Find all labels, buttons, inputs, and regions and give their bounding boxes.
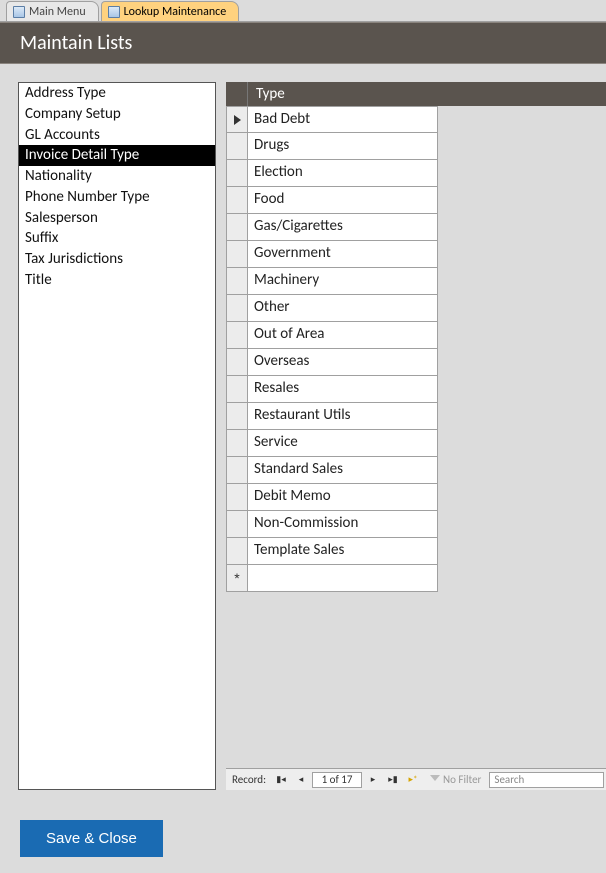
record-navigator: Record: ▮◂ ◂ 1 of 17 ▸ ▸▮ ▸* No Filter S…: [226, 768, 606, 790]
table-row[interactable]: Template Sales: [226, 538, 606, 565]
form-footer: Save & Close: [20, 820, 163, 857]
cell-type[interactable]: Drugs: [248, 133, 438, 160]
datasheet-header: Type: [226, 82, 606, 106]
tab-bar: Main Menu Lookup Maintenance: [0, 0, 606, 22]
list-item[interactable]: Company Setup: [19, 104, 215, 125]
list-item[interactable]: Tax Jurisdictions: [19, 249, 215, 270]
cell-type[interactable]: Debit Memo: [248, 484, 438, 511]
page-title: Maintain Lists: [20, 31, 132, 55]
table-row-new[interactable]: *: [226, 565, 606, 592]
row-selector[interactable]: [226, 187, 248, 214]
row-selector[interactable]: [226, 511, 248, 538]
datasheet-body: Bad DebtDrugsElectionFoodGas/CigarettesG…: [226, 106, 606, 592]
row-selector[interactable]: [226, 133, 248, 160]
cell-type[interactable]: Food: [248, 187, 438, 214]
list-item[interactable]: Address Type: [19, 83, 215, 104]
row-selector[interactable]: [226, 349, 248, 376]
list-item[interactable]: Title: [19, 270, 215, 291]
row-selector[interactable]: [226, 484, 248, 511]
filter-label: No Filter: [443, 773, 481, 786]
datasheet-pane: Type Bad DebtDrugsElectionFoodGas/Cigare…: [226, 82, 606, 790]
row-selector[interactable]: [226, 538, 248, 565]
cell-type[interactable]: Election: [248, 160, 438, 187]
table-row[interactable]: Government: [226, 241, 606, 268]
cell-type[interactable]: Government: [248, 241, 438, 268]
save-close-button[interactable]: Save & Close: [20, 820, 163, 857]
cell-type[interactable]: Out of Area: [248, 322, 438, 349]
row-selector[interactable]: [226, 160, 248, 187]
row-selector[interactable]: [226, 214, 248, 241]
row-selector[interactable]: [226, 322, 248, 349]
record-label: Record:: [228, 773, 270, 786]
row-selector[interactable]: [226, 430, 248, 457]
record-position[interactable]: 1 of 17: [312, 772, 362, 788]
tab-label: Main Menu: [29, 5, 86, 19]
column-header-type[interactable]: Type: [248, 85, 606, 103]
table-row[interactable]: Out of Area: [226, 322, 606, 349]
list-item[interactable]: Invoice Detail Type: [19, 145, 215, 166]
category-listbox[interactable]: Address TypeCompany SetupGL AccountsInvo…: [18, 82, 216, 790]
tab-lookup-maintenance[interactable]: Lookup Maintenance: [101, 1, 240, 21]
row-selector[interactable]: [226, 376, 248, 403]
row-selector[interactable]: [226, 403, 248, 430]
list-item[interactable]: Salesperson: [19, 208, 215, 229]
list-item[interactable]: GL Accounts: [19, 125, 215, 146]
row-selector[interactable]: [226, 106, 248, 133]
current-row-icon: [234, 115, 241, 125]
cell-type[interactable]: Standard Sales: [248, 457, 438, 484]
table-row[interactable]: Restaurant Utils: [226, 403, 606, 430]
table-row[interactable]: Standard Sales: [226, 457, 606, 484]
cell-type[interactable]: Resales: [248, 376, 438, 403]
table-row[interactable]: Overseas: [226, 349, 606, 376]
cell-type[interactable]: Other: [248, 295, 438, 322]
cell-type[interactable]: Non-Commission: [248, 511, 438, 538]
workspace: Address TypeCompany SetupGL AccountsInvo…: [0, 64, 606, 809]
nav-first-button[interactable]: ▮◂: [272, 772, 290, 788]
new-row-icon: *: [234, 570, 239, 586]
nav-new-button[interactable]: ▸*: [404, 772, 422, 788]
datasheet: Type Bad DebtDrugsElectionFoodGas/Cigare…: [226, 82, 606, 768]
list-item[interactable]: Suffix: [19, 228, 215, 249]
row-selector[interactable]: [226, 295, 248, 322]
table-row[interactable]: Resales: [226, 376, 606, 403]
cell-type[interactable]: Template Sales: [248, 538, 438, 565]
table-row[interactable]: Non-Commission: [226, 511, 606, 538]
cell-type[interactable]: [248, 565, 438, 592]
filter-indicator[interactable]: No Filter: [424, 773, 487, 786]
funnel-icon: [430, 775, 440, 785]
table-row[interactable]: Bad Debt: [226, 106, 606, 133]
tab-main-menu[interactable]: Main Menu: [6, 1, 99, 21]
search-input[interactable]: Search: [489, 772, 604, 788]
row-selector[interactable]: [226, 268, 248, 295]
table-row[interactable]: Drugs: [226, 133, 606, 160]
cell-type[interactable]: Overseas: [248, 349, 438, 376]
page-header: Maintain Lists: [0, 22, 606, 64]
table-row[interactable]: Machinery: [226, 268, 606, 295]
tab-label: Lookup Maintenance: [124, 5, 227, 19]
list-item[interactable]: Nationality: [19, 166, 215, 187]
nav-last-button[interactable]: ▸▮: [384, 772, 402, 788]
form-icon: [13, 6, 25, 18]
select-all-corner[interactable]: [226, 82, 248, 106]
cell-type[interactable]: Restaurant Utils: [248, 403, 438, 430]
nav-prev-button[interactable]: ◂: [292, 772, 310, 788]
table-row[interactable]: Gas/Cigarettes: [226, 214, 606, 241]
table-row[interactable]: Debit Memo: [226, 484, 606, 511]
cell-type[interactable]: Service: [248, 430, 438, 457]
cell-type[interactable]: Gas/Cigarettes: [248, 214, 438, 241]
row-selector[interactable]: [226, 457, 248, 484]
form-icon: [108, 6, 120, 18]
table-row[interactable]: Other: [226, 295, 606, 322]
table-row[interactable]: Election: [226, 160, 606, 187]
row-selector[interactable]: [226, 241, 248, 268]
table-row[interactable]: Food: [226, 187, 606, 214]
nav-next-button[interactable]: ▸: [364, 772, 382, 788]
cell-type[interactable]: Machinery: [248, 268, 438, 295]
row-selector[interactable]: *: [226, 565, 248, 592]
table-row[interactable]: Service: [226, 430, 606, 457]
cell-type[interactable]: Bad Debt: [248, 106, 438, 133]
list-item[interactable]: Phone Number Type: [19, 187, 215, 208]
